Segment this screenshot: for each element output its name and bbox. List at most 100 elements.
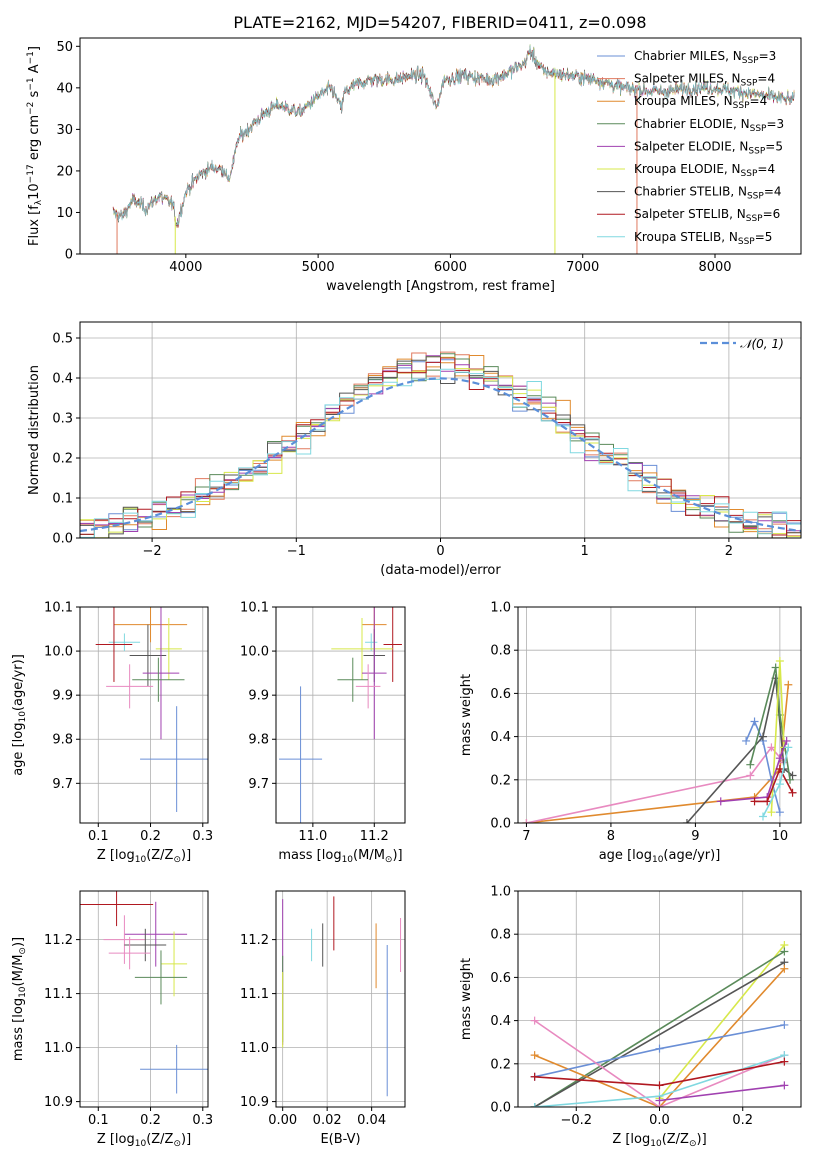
weight-marker-8 xyxy=(655,1096,664,1105)
legend-entry-part: =4 xyxy=(757,162,775,176)
x-tick-label: 0 xyxy=(436,544,444,559)
x-tick-label: 8 xyxy=(607,829,615,844)
y-axis-label-part: 10 xyxy=(27,183,42,200)
legend-entry-part: Salpeter MILES, N xyxy=(634,72,741,86)
x-axis-label: Z [log10(Z/Z⊙)] xyxy=(612,1132,706,1149)
x-tick-label: 0.00 xyxy=(268,1113,297,1128)
axes-frame xyxy=(517,606,802,824)
weight-marker-1 xyxy=(746,771,755,780)
legend-entry-salpeter_miles: Salpeter MILES, NSSP=4 xyxy=(634,72,775,89)
x-axis-label: Z [log10(Z/Z⊙)] xyxy=(97,1132,191,1149)
plot-area xyxy=(279,607,402,823)
y-tick-label: 9.8 xyxy=(52,733,73,748)
legend-entry-part: Kroupa ELODIE, N xyxy=(634,162,741,176)
legend-entry-kroupa_miles: Kroupa MILES, NSSP=4 xyxy=(634,94,767,111)
y-tick-label: 0.4 xyxy=(490,1014,511,1029)
x-tick-label: −1 xyxy=(287,544,306,559)
legend-entry-kroupa_elodie: Kroupa ELODIE, NSSP=4 xyxy=(634,162,775,179)
panel-mass_vs_Z: 0.1 0.2 0.310.911.011.111.2Z [log10(Z/Z⊙)]… xyxy=(11,890,213,1149)
y-tick-label: 0 xyxy=(65,248,73,263)
legend-entry-part: Kroupa STELIB, N xyxy=(634,230,738,244)
y-tick-label: 11.2 xyxy=(44,933,73,948)
panel-mass_vs_ebv: 0.00 0.02 0.04 10.9 11.0 11.1 11.2 E(B-V) xyxy=(240,890,406,1147)
y-tick-label: 0.4 xyxy=(490,730,511,745)
weight-line-1 xyxy=(526,746,785,823)
y-axis-label-part: mass [log xyxy=(11,998,26,1061)
x-axis-label-part: )] xyxy=(392,848,402,863)
legend-entry-part: SSP xyxy=(742,56,759,66)
x-tick-label: 0.1 xyxy=(88,1113,109,1128)
weight-marker-7 xyxy=(788,788,797,797)
weight-marker-1 xyxy=(780,947,789,956)
x-tick-label: 0.2 xyxy=(732,1113,753,1128)
plot-area xyxy=(80,891,208,1094)
x-tick-label: 9 xyxy=(691,829,699,844)
x-tick-label: −2 xyxy=(143,544,162,559)
x-axis-label-part: age [log xyxy=(599,848,652,863)
weight-marker-4 xyxy=(655,1044,664,1053)
y-tick-label: 30 xyxy=(56,123,73,138)
x-axis-label-part: ⊙ xyxy=(173,1139,181,1149)
y-axis-label-part: λ xyxy=(34,199,44,205)
weight-marker-7 xyxy=(763,797,772,806)
y-tick-label: 11.1 xyxy=(44,987,73,1002)
y-tick-label: 0.6 xyxy=(490,971,511,986)
weight-marker-7 xyxy=(655,1081,664,1090)
legend-entry-part: SSP xyxy=(748,146,765,156)
legend-entry-part: Chabrier MILES, N xyxy=(634,49,742,63)
plot-area xyxy=(95,607,208,812)
y-tick-label: 11.1 xyxy=(240,987,269,1002)
y-tick-label: 10.1 xyxy=(44,601,73,616)
y-axis-label-part: 10 xyxy=(18,986,28,998)
legend-entry-part: Salpeter STELIB, N xyxy=(634,207,746,221)
weight-marker-6 xyxy=(530,1103,539,1107)
legend-entry-chabrier_miles: Chabrier MILES, NSSP=3 xyxy=(634,49,776,66)
y-axis-label-part: s xyxy=(27,90,42,101)
weight-marker-2 xyxy=(750,717,759,726)
y-axis-label-part: age [log xyxy=(11,723,26,776)
y-tick-label: 0.4 xyxy=(52,372,73,387)
legend-entry-part: Salpeter ELODIE, N xyxy=(634,139,748,153)
x-axis-label-part: (Z/Z xyxy=(146,1132,173,1147)
y-tick-label: 9.7 xyxy=(52,777,73,792)
x-tick-label: 0.2 xyxy=(140,1113,161,1128)
y-tick-label: 9.7 xyxy=(248,777,269,792)
x-axis-label-part: 10 xyxy=(135,1139,147,1149)
weight-marker-7 xyxy=(750,797,759,806)
x-axis-label-part: Z [log xyxy=(612,1132,650,1147)
legend-entry-part: SSP xyxy=(747,192,764,202)
legend-entry-part: SSP xyxy=(733,101,750,111)
x-tick-label: −0.2 xyxy=(560,1113,592,1128)
axes-frame xyxy=(275,890,406,1108)
y-tick-label: 40 xyxy=(56,81,73,96)
x-tick-label: 0.0 xyxy=(649,1113,670,1128)
axes-frame xyxy=(79,37,802,255)
x-axis-label-part: )] xyxy=(181,848,191,863)
x-tick-label: 0.1 xyxy=(88,829,109,844)
plot-area xyxy=(282,896,402,1097)
panel-age_vs_mass: 11.0 11.2 9.7 9.8 9.9 10.0 10.1 mass [log10(M/M… xyxy=(240,601,406,865)
x-axis-label-part: (Z/Z xyxy=(662,1132,689,1147)
x-tick-label: 11.0 xyxy=(298,829,327,844)
y-axis-label-part: erg cm xyxy=(27,115,42,164)
legend-entry-part: SSP xyxy=(738,237,755,247)
y-axis-label-part: ] xyxy=(27,46,42,51)
legend-entry-normal: 𝒩(0, 1) xyxy=(740,337,784,351)
y-tick-label: 0.2 xyxy=(52,452,73,467)
x-tick-label: 4000 xyxy=(169,260,202,275)
legend-entry-part: =4 xyxy=(750,94,768,108)
y-axis-label-part: −1 xyxy=(26,51,36,64)
legend-entry-part: =3 xyxy=(759,49,777,63)
y-tick-label: 9.8 xyxy=(248,733,269,748)
weight-marker-6 xyxy=(775,754,784,763)
plot-area xyxy=(112,44,795,254)
y-tick-label: 10 xyxy=(56,206,73,221)
weight-marker-5 xyxy=(530,1016,539,1025)
plot-area xyxy=(522,657,797,823)
x-tick-label: 10 xyxy=(772,829,789,844)
y-tick-label: 9.9 xyxy=(248,689,269,704)
chart-title: PLATE=2162, MJD=54207, FIBERID=0411, z=0… xyxy=(233,13,646,32)
x-tick-label: 8000 xyxy=(698,260,731,275)
axes-frame xyxy=(79,321,802,539)
